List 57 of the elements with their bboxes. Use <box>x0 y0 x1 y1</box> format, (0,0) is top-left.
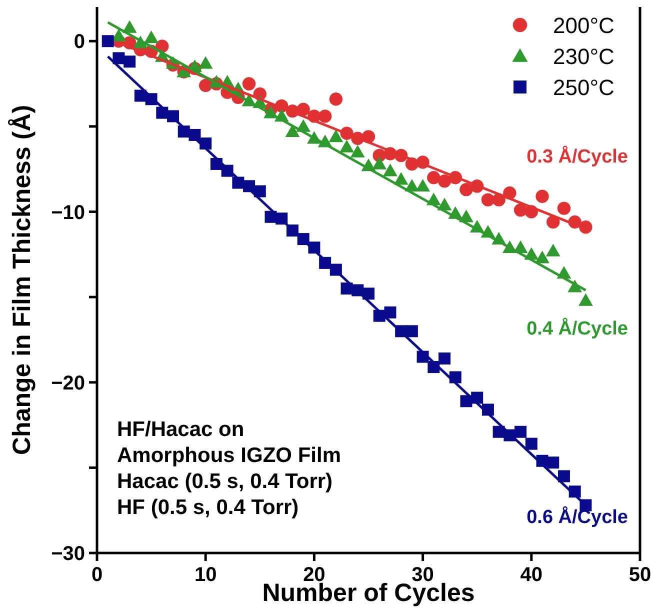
point <box>198 56 213 69</box>
annotation: 0.4 Å/Cycle <box>526 318 628 340</box>
point <box>459 210 474 222</box>
legend-label: 230°C <box>553 44 615 69</box>
point <box>546 244 560 256</box>
point <box>372 156 387 170</box>
annotation: HF/Hacac on <box>117 418 244 441</box>
point <box>535 250 550 264</box>
legend-label: 200°C <box>553 13 615 38</box>
point <box>296 102 310 116</box>
point <box>350 144 365 158</box>
x-tick-label: 30 <box>412 564 434 586</box>
point <box>384 306 396 318</box>
point <box>460 182 473 196</box>
point <box>427 171 440 184</box>
point <box>536 190 549 203</box>
point <box>122 20 137 33</box>
y-tick-label: 0 <box>74 31 85 54</box>
point <box>144 30 158 44</box>
point <box>416 178 430 192</box>
point <box>514 426 527 438</box>
point <box>578 293 593 306</box>
annotation: Hacac (0.5 s, 0.4 Torr) <box>117 470 333 493</box>
point <box>340 140 354 152</box>
annotation: HF (0.5 s, 0.4 Torr) <box>117 496 299 519</box>
point <box>438 352 451 364</box>
point <box>124 56 136 68</box>
x-tick-label: 0 <box>91 564 103 586</box>
annotation: Amorphous IGZO Film <box>117 444 341 467</box>
x-tick-label: 40 <box>520 564 543 586</box>
annotation: 0.3 Å/Cycle <box>526 146 628 168</box>
point <box>406 325 418 338</box>
point <box>546 215 560 229</box>
x-tick-label: 10 <box>194 564 217 586</box>
point <box>102 35 114 48</box>
y-tick-label: −10 <box>51 202 85 224</box>
point <box>112 28 126 42</box>
point <box>547 456 560 469</box>
point <box>254 185 266 198</box>
annotation: 0.6 Å/Cycle <box>526 506 628 528</box>
point <box>558 470 570 482</box>
point <box>242 77 256 90</box>
point <box>362 288 374 300</box>
point <box>329 92 343 106</box>
point <box>438 174 452 188</box>
point <box>557 202 571 215</box>
point <box>318 110 332 123</box>
y-tick-label: −30 <box>51 543 85 565</box>
x-tick-label: 50 <box>628 564 651 586</box>
legend-label: 250°C <box>553 75 615 100</box>
point <box>383 164 398 176</box>
point <box>525 438 538 450</box>
y-tick-label: −20 <box>51 372 85 394</box>
point <box>481 193 495 206</box>
y-axis-title: Change in Film Thickness (Å) <box>7 104 36 456</box>
point <box>285 124 300 137</box>
point <box>328 129 344 142</box>
